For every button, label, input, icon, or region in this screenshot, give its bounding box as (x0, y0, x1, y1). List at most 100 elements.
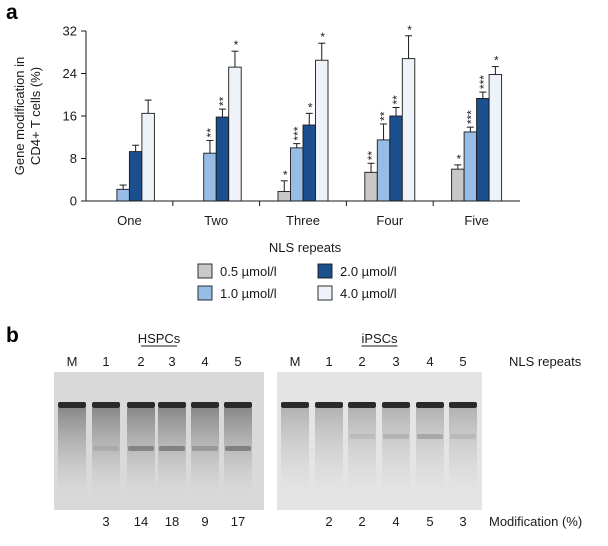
lane-label: 2 (358, 354, 365, 369)
bar (302, 124, 316, 202)
x-tick-label: Five (464, 213, 489, 228)
significance-mark: ** (390, 95, 404, 105)
cleavage-band (93, 446, 119, 451)
bar (376, 139, 391, 202)
lane-smear (315, 408, 343, 498)
main-band (92, 402, 120, 408)
significance-mark: * (320, 30, 325, 44)
lane-label: 5 (234, 354, 241, 369)
lane-label: 5 (459, 354, 466, 369)
modification-value: 18 (165, 514, 179, 529)
modification-value: 14 (134, 514, 148, 529)
legend-item: 4.0 µmol/l (317, 285, 397, 301)
modification-value: 9 (201, 514, 208, 529)
cleavage-band (417, 434, 443, 439)
bar (228, 66, 242, 202)
legend-label: 2.0 µmol/l (340, 264, 397, 279)
main-band (382, 402, 410, 408)
series-3: **** (141, 23, 503, 202)
significance-mark: * (457, 152, 462, 166)
bar (128, 151, 143, 202)
main-band (281, 402, 309, 408)
lane-smear (158, 408, 186, 498)
significance-mark: *** (477, 75, 491, 89)
cleavage-band (225, 446, 251, 451)
series-1: ** ***** *** (116, 110, 478, 202)
bar (463, 131, 478, 202)
modification-label: Modification (%) (489, 514, 582, 529)
y-axis: 0 8 16 24 32 (63, 24, 87, 209)
bar (488, 74, 503, 202)
main-band (158, 402, 186, 408)
y-tick-label: 16 (63, 109, 77, 124)
legend-item: 1.0 µmol/l (197, 285, 277, 301)
lane-smear (224, 408, 252, 498)
legend-item: 0.5 µmol/l (197, 263, 277, 279)
bar (277, 190, 291, 202)
legend-swatch (197, 285, 213, 301)
y-tick-label: 8 (70, 151, 77, 166)
lane-label: 3 (392, 354, 399, 369)
lane-smear (127, 408, 155, 498)
modification-value: 5 (426, 514, 433, 529)
lane-smear (281, 408, 309, 498)
gel-background (277, 372, 482, 510)
gel-title: iPSCs (361, 331, 398, 346)
main-band (416, 402, 444, 408)
lane-label: M (67, 354, 78, 369)
legend-label: 1.0 µmol/l (220, 286, 277, 301)
bar (215, 116, 230, 202)
panel-letter-a: a (6, 1, 18, 24)
lane-smear (382, 408, 410, 498)
lane-label: 1 (102, 354, 109, 369)
cleavage-band (383, 434, 409, 439)
x-axis-title: NLS repeats (269, 240, 342, 255)
significance-mark: *** (291, 126, 305, 140)
y-tick-label: 24 (63, 66, 77, 81)
bar (476, 98, 490, 202)
lane-smear (416, 408, 444, 498)
lane-label: 4 (201, 354, 208, 369)
legend-item: 2.0 µmol/l (317, 263, 397, 279)
bar (389, 115, 403, 202)
cleavage-band (450, 434, 476, 439)
main-band (348, 402, 376, 408)
modification-value: 17 (231, 514, 245, 529)
modification-value: 4 (392, 514, 399, 529)
x-tick-label: Four (376, 213, 403, 228)
lane-smear (92, 408, 120, 498)
bar (290, 147, 304, 202)
series-2: ** ****** (128, 75, 491, 202)
modification-value: 2 (358, 514, 365, 529)
y-axis-title: Gene modification in CD4+ T cells (%) (12, 57, 43, 176)
main-band (224, 402, 252, 408)
bar (315, 59, 329, 202)
significance-mark: *** (464, 110, 478, 124)
significance-mark: * (283, 168, 288, 182)
bar (141, 112, 155, 202)
cleavage-band (192, 446, 218, 451)
legend-swatch (317, 285, 333, 301)
significance-mark: ** (216, 96, 230, 106)
main-band (58, 402, 86, 408)
y-axis-title-line-1: Gene modification in (12, 57, 27, 176)
bar (116, 188, 130, 202)
y-tick-label: 0 (70, 194, 77, 209)
significance-mark: * (494, 54, 499, 68)
significance-mark: ** (365, 151, 379, 161)
modification-value: 3 (102, 514, 109, 529)
bar-series-group: *** *** ***** ***** ********** (116, 23, 503, 202)
legend-swatch (317, 263, 333, 279)
bar-chart: Gene modification in CD4+ T cells (%) 0 8… (12, 23, 520, 301)
cleavage-band (349, 434, 375, 439)
lane-smear (348, 408, 376, 498)
significance-mark: * (234, 38, 239, 52)
x-axis: One Two Three Four Five (86, 200, 520, 228)
bar (364, 171, 378, 202)
significance-mark: * (308, 100, 313, 114)
gel-hspcs: HSPCs M 1 3 2 14 3 18 4 9 5 17 (54, 331, 264, 529)
legend-label: 0.5 µmol/l (220, 264, 277, 279)
legend: 0.5 µmol/l 1.0 µmol/l 2.0 µmol/l 4.0 µmol/l (197, 263, 397, 301)
significance-mark: ** (378, 111, 392, 121)
